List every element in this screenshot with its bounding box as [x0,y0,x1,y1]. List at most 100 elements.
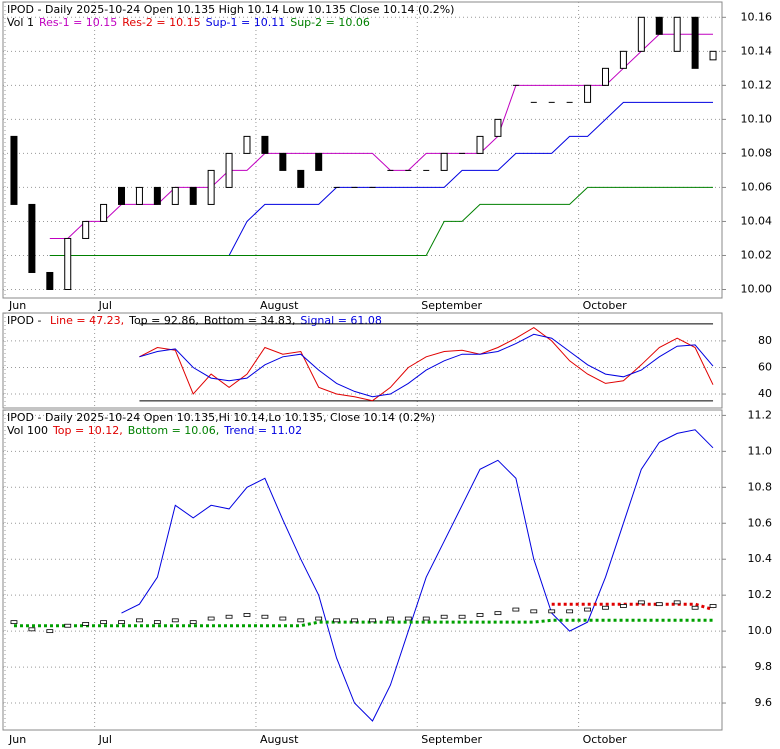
price-mark [584,607,591,612]
legend-entry: Bottom = 34.83, [204,314,296,327]
y-tick-label: 40 [758,387,772,400]
y-tick-label: 11.2 [748,408,773,421]
legend-entry: Bottom = 10.06, [128,424,220,437]
y-tick-label: 9.6 [755,696,773,709]
x-tick-label: Jul [98,733,112,745]
series-line [49,186,713,256]
price-mark [494,611,502,616]
legend-entry: Top = 10.12, [52,424,123,437]
price-mark [189,620,197,625]
price-mark [620,604,627,608]
price-mark [476,613,484,617]
candle [28,203,36,273]
candle [10,135,18,205]
legend-entry: Sup-2 = 10.06 [290,16,370,29]
price-mark [136,618,143,623]
header-line: IPOD - Line = 47.23, Top = 92.86, Bottom =… [7,314,382,327]
candle [673,16,681,52]
price-mark [28,627,36,632]
y-tick-label: 10.00 [741,282,773,295]
candle [135,186,143,205]
y-tick-label: 10.12 [741,78,773,91]
price-mark [297,618,305,623]
y-tick-label: 10.08 [741,146,773,159]
legend-entry: Top = 92.86, [128,314,199,327]
price-mark [279,616,287,621]
price-mark [404,616,412,621]
y-tick-label: 11.0 [748,444,773,457]
price-mark [637,600,645,605]
price-mark [422,616,430,621]
y-tick-label: 10.02 [741,248,773,261]
price-mark [386,616,394,621]
header-line: Vol 1 Res-1 = 10.15 Res-2 = 10.15 Sup-1 = 1… [7,16,370,29]
candle [189,186,197,205]
series-line [121,429,714,722]
legend-entry: Signal = 61.08 [300,314,382,327]
price-mark [261,614,269,619]
x-tick-label: October [583,299,627,312]
y-tick-label: 10.04 [741,214,773,227]
y-tick-label: 9.8 [755,660,773,673]
candle [207,169,215,205]
y-tick-label: 10.14 [741,44,773,57]
price-mark [82,622,90,626]
series-line [139,327,714,402]
candle [691,16,699,69]
price-mark [225,614,233,619]
series-line [14,618,713,628]
candle [584,84,592,103]
panel-frame [2,409,723,731]
y-tick-label: 10.0 [748,624,773,637]
candle [655,16,663,35]
candle [118,186,126,205]
candle [82,220,90,239]
price-mark [333,618,341,623]
legend-entry: Vol 100 [7,424,48,437]
legend-entry: Sup-1 = 10.11 [206,16,286,29]
price-mark [64,623,72,628]
price-mark [207,616,215,621]
price-mark [315,616,323,621]
candle [315,152,323,171]
price-mark [440,614,448,619]
x-tick-label: Jun [8,299,26,312]
legend-entry: Res-2 = 10.15 [122,16,200,29]
price-mark [655,602,663,607]
series-line [139,333,714,398]
price-mark [10,620,18,625]
y-tick-label: 10.2 [748,588,773,601]
header-line: IPOD - Daily 2025-10-24 Open 10.135 High… [7,3,454,16]
price-mark [709,604,717,608]
candle [243,135,251,154]
y-tick-label: 10.6 [748,516,773,529]
legend-entry: IPOD - [7,314,45,327]
candle [279,152,287,171]
x-tick-label: Jun [8,733,26,745]
series-line [49,101,713,256]
legend-entry: Vol 1 [7,16,34,29]
x-tick-label: September [421,733,482,745]
candle [619,50,627,69]
header-line: IPOD - Daily 2025-10-24 Open 10.135,Hi 1… [7,411,435,424]
candle [100,203,108,222]
x-tick-label: August [260,733,299,745]
x-tick-label: August [260,299,299,312]
price-mark [153,620,161,625]
candle [494,118,502,137]
price-mark [512,607,520,612]
y-tick-label: 10.4 [748,552,773,565]
candle [601,67,609,86]
candle [46,271,54,290]
candle [440,152,448,171]
price-mark [691,605,699,610]
panel-frame [2,1,723,299]
candle [637,16,645,52]
legend-entry: IPOD - Daily 2025-10-24 Open 10.135,Hi 1… [7,411,435,424]
legend-entry: Res-1 = 10.15 [39,16,117,29]
y-tick-label: 10.16 [741,10,773,23]
price-mark [243,613,251,617]
candle [476,135,484,154]
legend-entry: Line = 47.23, [50,314,124,327]
